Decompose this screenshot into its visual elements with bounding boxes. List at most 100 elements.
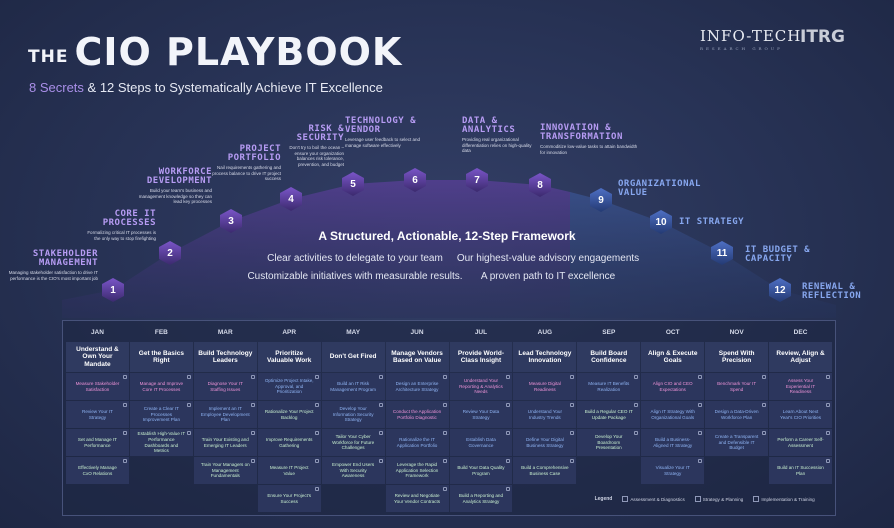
activity-cell[interactable]: Understand Your Industry Trends bbox=[513, 401, 577, 428]
month-theme: Manage Vendors Based on Value bbox=[385, 342, 449, 372]
month-header: JUN bbox=[410, 328, 424, 336]
activity-type-icon bbox=[826, 375, 830, 379]
itrg-logo: ITRG bbox=[800, 27, 845, 47]
activity-type-icon bbox=[122, 403, 127, 407]
activity-type-icon bbox=[570, 431, 575, 435]
activity-cell[interactable]: Implement an IT Employee Development Pla… bbox=[193, 401, 257, 428]
activity-cell[interactable]: Tailor Your Cyber Workforce for Future C… bbox=[321, 429, 385, 456]
activity-cell[interactable]: Review Your IT Strategy bbox=[66, 401, 129, 428]
activity-cell[interactable]: Ensure Your Project's Success bbox=[257, 485, 321, 512]
activity-cell[interactable]: Measure IT Benefits Realization bbox=[577, 373, 641, 400]
step-7-label: DATA & ANALYTICS Providing real organizat… bbox=[462, 117, 532, 154]
month-header: OCT bbox=[665, 328, 680, 336]
activity-cell[interactable]: Assess Your Experiential IT Readiness bbox=[769, 373, 832, 400]
activity-cell[interactable]: Design an Enterprise Architecture Strate… bbox=[385, 373, 449, 400]
step-11-hexagon: 11 bbox=[711, 241, 733, 265]
activity-cell[interactable]: Manage and Improve Core IT Processes bbox=[129, 373, 193, 400]
activity-type-icon bbox=[506, 403, 511, 407]
step-10-hexagon: 10 bbox=[650, 210, 672, 234]
activity-type-icon bbox=[570, 375, 575, 379]
activity-cell[interactable]: Leverage the Rapid Application Selection… bbox=[385, 457, 449, 484]
framework-point: Customizable initiatives with measurable… bbox=[247, 271, 463, 282]
activity-cell[interactable]: Understand Your Reporting & Analytics Ne… bbox=[449, 373, 513, 400]
step-12-label: RENEWAL & REFLECTION bbox=[802, 283, 882, 301]
activity-type-icon bbox=[122, 431, 127, 435]
activity-cell[interactable]: Review and Negotiate Your Vendor Contrac… bbox=[385, 485, 449, 512]
activity-cell[interactable]: Rationalize the IT Application Portfolio bbox=[385, 429, 449, 456]
activity-cell[interactable]: Define Your Digital Business Strategy bbox=[513, 429, 577, 456]
activity-cell[interactable]: Design a Data-Driven Workforce Plan bbox=[705, 401, 769, 428]
month-header: DEC bbox=[793, 328, 808, 336]
activity-cell[interactable]: Develop Your Information Security Strate… bbox=[321, 401, 385, 428]
activity-cell[interactable]: Measure Digital Readiness bbox=[513, 373, 577, 400]
activity-cell[interactable]: Empower End Users With Security Awarenes… bbox=[321, 457, 385, 484]
activity-type-icon bbox=[378, 403, 383, 407]
month-theme: Understand & Own Your Mandate bbox=[66, 342, 129, 372]
month-theme: Get the Basics Right bbox=[129, 342, 193, 372]
step-8-label: INNOVATION & TRANSFORMATION Commoditize l… bbox=[540, 124, 640, 155]
step-6-label: TECHNOLOGY & VENDOR Leverage user feedbac… bbox=[345, 117, 433, 148]
empty-cell bbox=[322, 485, 385, 512]
month-theme: Build Technology Leaders bbox=[193, 342, 257, 372]
activity-type-icon bbox=[698, 403, 703, 407]
activity-cell[interactable]: Perform a Career Self-Assessment bbox=[769, 429, 832, 456]
activity-cell[interactable]: Build a Business-Aligned IT Strategy bbox=[641, 429, 705, 456]
activity-cell[interactable]: Train Your Managers on Management Fundam… bbox=[193, 457, 257, 484]
month-header: APR bbox=[282, 328, 297, 336]
step-2-label: CORE IT PROCESSES Formalizing critical IT… bbox=[80, 210, 156, 241]
activity-cell[interactable]: Build an IT Succession Plan bbox=[769, 457, 832, 484]
activity-cell[interactable]: Rationalize Your Project Backlog bbox=[257, 401, 321, 428]
activity-cell[interactable]: Measure Stakeholder Satisfaction bbox=[66, 373, 129, 400]
step-title: IT BUDGET & CAPACITY bbox=[745, 245, 811, 264]
activity-type-icon bbox=[570, 403, 575, 407]
month-theme: Provide World-Class Insight bbox=[449, 342, 513, 372]
empty-cell bbox=[194, 485, 257, 512]
subtitle: 8 Secrets & 12 Steps to Systematically A… bbox=[29, 80, 383, 95]
activity-cell[interactable]: Visualize Your IT Strategy bbox=[641, 457, 705, 484]
empty-cell bbox=[130, 485, 193, 512]
step-description: Formalizing critical IT processes is the… bbox=[87, 230, 156, 241]
activity-cell[interactable]: Create a Clear IT Processes Improvement … bbox=[129, 401, 193, 428]
step-7-hexagon: 7 bbox=[466, 168, 488, 192]
step-title: IT STRATEGY bbox=[679, 217, 745, 227]
framework-point: A proven path to IT excellence bbox=[480, 271, 616, 282]
activity-cell[interactable]: Develop Your Boardroom Presentation bbox=[577, 429, 641, 456]
activity-cell[interactable]: Diagnose Your IT Staffing Issues bbox=[193, 373, 257, 400]
activity-type-icon bbox=[698, 459, 703, 463]
activity-cell[interactable]: Effectively Manage CxO Relations bbox=[66, 457, 129, 484]
activity-type-icon bbox=[186, 403, 191, 407]
activity-cell[interactable]: Train Your Existing and Emerging IT Lead… bbox=[193, 429, 257, 456]
month-theme: Build Board Confidence bbox=[577, 342, 641, 372]
activity-cell[interactable]: Measure IT Project Value bbox=[257, 457, 321, 484]
activity-cell[interactable]: Build Your Data Quality Program bbox=[449, 457, 513, 484]
activity-cell[interactable]: Conduct the Application Portfolio Diagno… bbox=[385, 401, 449, 428]
activity-cell[interactable]: Optimize Project Intake, Approval, and P… bbox=[257, 373, 321, 400]
activity-cell[interactable]: Learn About Next Year's CIO Priorities bbox=[769, 401, 832, 428]
activity-type-icon bbox=[314, 431, 319, 435]
activity-cell[interactable]: Establish Data Governance bbox=[449, 429, 513, 456]
activity-cell[interactable]: Improve Requirements Gathering bbox=[257, 429, 321, 456]
activity-type-icon bbox=[314, 459, 319, 463]
step-description: Providing real organizational differenti… bbox=[462, 137, 532, 153]
month-theme: Spend With Precision bbox=[705, 342, 769, 372]
step-title: TECHNOLOGY & VENDOR bbox=[345, 116, 417, 135]
activity-cell[interactable]: Set and Manage IT Performance bbox=[66, 429, 129, 456]
activity-cell[interactable]: Build a Reporting and Analytics Strategy bbox=[449, 485, 513, 512]
page-title: THE CIO PLAYBOOK bbox=[28, 30, 403, 74]
annual-calendar: JAN Understand & Own Your Mandate Measure … bbox=[62, 320, 836, 516]
activity-cell[interactable]: Create a Transparent and Defensible IT B… bbox=[705, 429, 769, 456]
activity-cell[interactable]: Align IT Strategy With Organizational Go… bbox=[641, 401, 705, 428]
activity-cell[interactable]: Align CIO and CEO Expectations bbox=[641, 373, 705, 400]
activity-cell[interactable]: Establish High-Value IT Performance Dash… bbox=[129, 429, 193, 456]
step-1-label: STAKEHOLDER MANAGEMENT Managing stakehold… bbox=[8, 250, 98, 281]
activity-type-icon bbox=[762, 431, 767, 435]
step-description: Build your team's business and managemen… bbox=[138, 188, 212, 204]
activity-cell[interactable]: Build a Comprehensive Business Case bbox=[513, 457, 577, 484]
activity-type-icon bbox=[250, 459, 255, 463]
activity-type-icon bbox=[442, 375, 447, 379]
activity-cell[interactable]: Review Your Data Strategy bbox=[449, 401, 513, 428]
activity-cell[interactable]: Build an IT Risk Management Program bbox=[321, 373, 385, 400]
activity-type-icon bbox=[250, 403, 255, 407]
activity-cell[interactable]: Benchmark Your IT Spend bbox=[705, 373, 769, 400]
activity-cell[interactable]: Build a Regular CEO IT Update Package bbox=[577, 401, 641, 428]
